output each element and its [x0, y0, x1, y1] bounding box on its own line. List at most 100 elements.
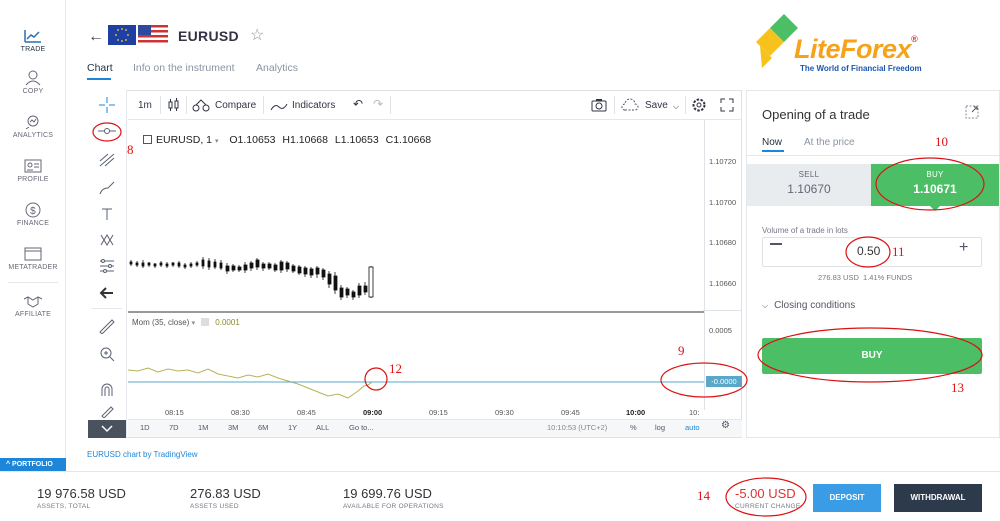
- pencil-lock-icon[interactable]: [94, 404, 120, 426]
- trendline-tool-icon[interactable]: [94, 124, 120, 146]
- collapse-legend-icon[interactable]: [143, 135, 152, 144]
- sell-quote-button[interactable]: SELL 1.10670: [747, 164, 871, 206]
- arrow-left-icon[interactable]: [94, 286, 120, 308]
- axis-divider: [703, 310, 742, 311]
- time-tick: 08:45: [297, 408, 316, 417]
- magnet-icon[interactable]: [94, 382, 120, 404]
- range-7d[interactable]: 7D: [169, 423, 179, 432]
- interval-button[interactable]: 1m: [138, 100, 152, 111]
- id-card-icon: [24, 159, 42, 173]
- indicator-legend: Mom (35, close) ▾ 0.0001: [132, 318, 240, 327]
- crosshair-icon[interactable]: [94, 96, 120, 118]
- time-tick: 10:: [689, 408, 700, 417]
- logo-registered: ®: [911, 34, 918, 44]
- tab-analytics[interactable]: Analytics: [256, 62, 299, 74]
- indicators-button[interactable]: Indicators: [292, 100, 336, 111]
- settings-gear-icon[interactable]: [691, 97, 707, 118]
- prediction-tool-icon[interactable]: [94, 258, 120, 280]
- range-bar: [128, 419, 742, 437]
- scale-percent[interactable]: %: [630, 423, 637, 432]
- scale-auto[interactable]: auto: [685, 423, 700, 432]
- expand-icon[interactable]: [965, 105, 979, 124]
- nav-trade[interactable]: TRADE: [0, 28, 66, 53]
- toolbar-separator: [685, 96, 686, 114]
- buy-button[interactable]: BUY: [762, 338, 982, 374]
- current-change-caption: CURRENT CHANGE: [735, 503, 801, 510]
- fullscreen-icon[interactable]: [720, 98, 734, 117]
- volume-input[interactable]: 0.50: [857, 244, 881, 258]
- left-nav: [0, 0, 66, 458]
- price-tick: 1.10720: [709, 157, 737, 166]
- nav-affiliate[interactable]: AFFILIATE: [0, 293, 66, 318]
- portfolio-label: PORTFOLIO: [12, 461, 53, 468]
- plus-icon[interactable]: +: [959, 239, 969, 256]
- nav-copy[interactable]: COPY: [0, 70, 66, 95]
- candle-style-icon[interactable]: [167, 98, 181, 117]
- chevron-down-icon: ⌵: [762, 301, 769, 310]
- toolbar-separator: [390, 96, 391, 114]
- closing-conditions-toggle[interactable]: ⌵ Closing conditions: [762, 300, 855, 311]
- collapse-toolbar-button[interactable]: [88, 420, 126, 438]
- price-chart[interactable]: [128, 120, 704, 420]
- compare-button[interactable]: Compare: [215, 100, 257, 111]
- range-all[interactable]: ALL: [316, 423, 330, 432]
- back-arrow-icon[interactable]: ←: [88, 28, 104, 45]
- zoom-in-icon[interactable]: [94, 346, 120, 368]
- ruler-icon[interactable]: [94, 318, 120, 340]
- indicator-close-icon[interactable]: [201, 318, 210, 326]
- camera-icon[interactable]: [590, 98, 608, 117]
- tab-info[interactable]: Info on the instrument: [133, 62, 235, 74]
- price-axis: [704, 120, 742, 410]
- save-button[interactable]: Save: [645, 100, 668, 111]
- tab-now-underline: [762, 150, 784, 152]
- annotation-9: 9: [678, 343, 685, 358]
- deposit-button[interactable]: DEPOSIT: [813, 484, 881, 512]
- buy-price: 1.10671: [913, 182, 957, 196]
- range-3m[interactable]: 3M: [228, 423, 239, 432]
- tab-now[interactable]: Now: [762, 137, 783, 148]
- chart-settings-icon[interactable]: ⚙: [721, 420, 730, 431]
- fib-tool-icon[interactable]: [94, 152, 120, 174]
- range-1d[interactable]: 1D: [140, 423, 150, 432]
- redo-icon[interactable]: ↷: [373, 97, 384, 111]
- nav-label-profile: PROFILE: [17, 176, 49, 183]
- tradingview-attribution[interactable]: EURUSD chart by TradingView: [87, 450, 198, 459]
- nav-metatrader[interactable]: METATRADER: [0, 246, 66, 271]
- symbol-title: EURUSD: [178, 28, 239, 44]
- star-icon[interactable]: ☆: [250, 27, 265, 44]
- annotation-8: 8: [127, 142, 134, 157]
- nav-label-finance: FINANCE: [16, 220, 50, 227]
- scale-log[interactable]: log: [655, 423, 666, 432]
- legend-dropdown-icon[interactable]: ▾: [214, 138, 219, 145]
- indicator-value: 0.0001: [215, 318, 240, 327]
- minus-icon[interactable]: [770, 243, 782, 245]
- tab-at-price[interactable]: At the price: [804, 137, 855, 148]
- handshake-icon: [23, 296, 43, 308]
- toolbar-separator: [263, 96, 264, 114]
- logo-text: LiteForex: [794, 34, 912, 64]
- eur-usd-flag-icon: [108, 25, 168, 45]
- legend-symbol: EURUSD, 1: [156, 134, 213, 146]
- chart-line-icon: [24, 30, 41, 43]
- range-6m[interactable]: 6M: [258, 423, 269, 432]
- time-tick: 10:00: [626, 408, 646, 417]
- pattern-tool-icon[interactable]: [94, 232, 120, 254]
- portfolio-tab[interactable]: ^ PORTFOLIO: [0, 458, 66, 471]
- funds-info: 276.83 USD 1.41% FUNDS: [818, 273, 913, 282]
- goto-button[interactable]: Go to...: [349, 423, 374, 432]
- svg-text:$: $: [30, 206, 36, 217]
- withdrawal-button[interactable]: WITHDRAWAL: [894, 484, 982, 512]
- range-1y[interactable]: 1Y: [288, 423, 298, 432]
- range-1m[interactable]: 1M: [198, 423, 209, 432]
- nav-analytics[interactable]: ANALYTICS: [0, 114, 66, 139]
- tab-chart[interactable]: Chart: [87, 62, 113, 74]
- nav-finance[interactable]: $ FINANCE: [0, 202, 66, 227]
- sell-label: SELL: [798, 170, 820, 179]
- brush-tool-icon[interactable]: [94, 180, 120, 202]
- chevron-down-icon[interactable]: ⌵: [673, 102, 680, 111]
- indicator-dropdown-icon[interactable]: ▾: [191, 320, 198, 327]
- text-tool-icon[interactable]: [94, 206, 120, 228]
- undo-icon[interactable]: ↶: [353, 97, 364, 111]
- time-tick: 09:30: [495, 408, 514, 417]
- nav-profile[interactable]: PROFILE: [0, 158, 66, 183]
